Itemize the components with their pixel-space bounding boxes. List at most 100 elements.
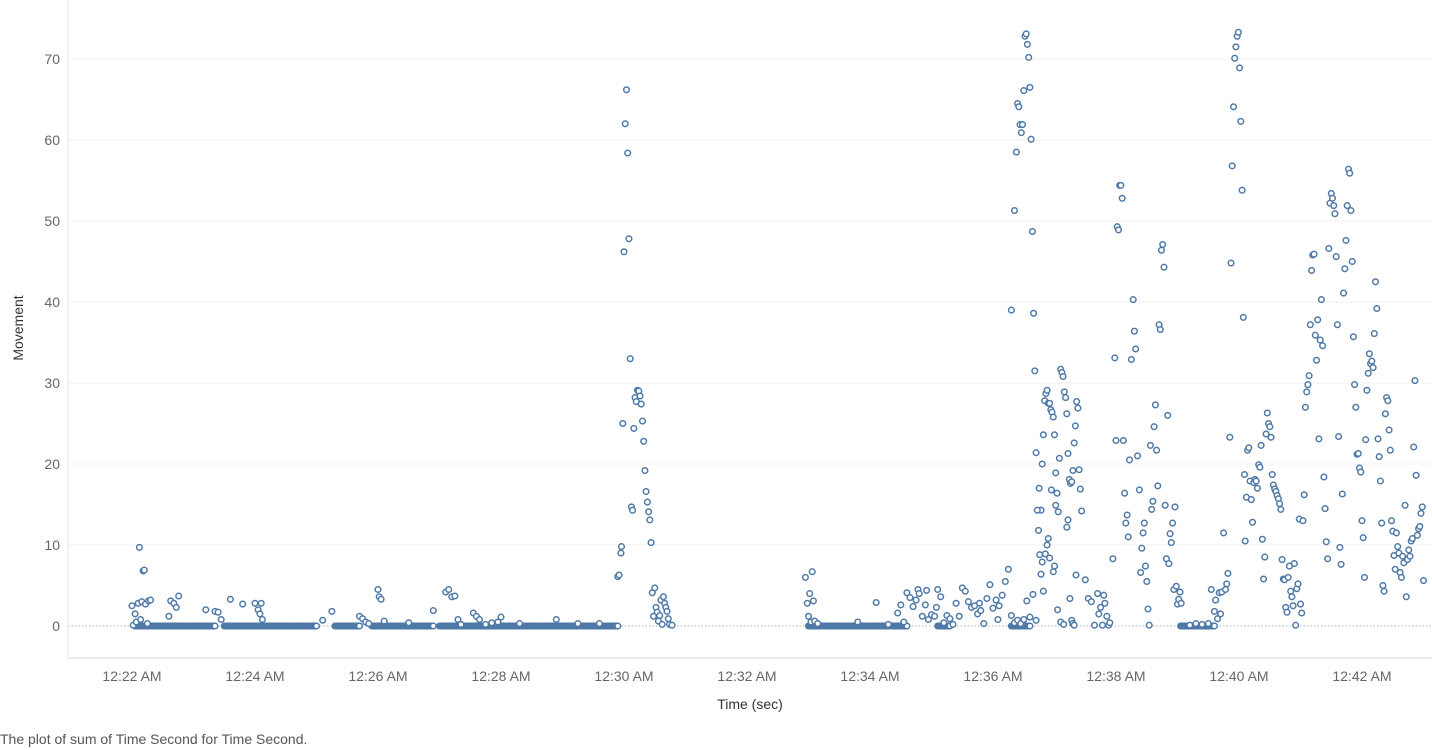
data-point (483, 622, 489, 628)
x-tick-label: 12:22 AM (102, 668, 161, 684)
data-point (913, 597, 919, 603)
data-point (1063, 395, 1069, 401)
data-point (1038, 571, 1044, 577)
data-point (621, 249, 627, 255)
data-point (1047, 401, 1053, 407)
data-point-zero (357, 623, 363, 629)
data-point (886, 622, 892, 628)
data-point (1027, 85, 1033, 91)
data-point (1178, 601, 1184, 607)
data-point (895, 610, 901, 616)
data-point (1284, 609, 1290, 615)
data-point (1149, 507, 1155, 513)
data-point (1262, 554, 1268, 560)
data-point (995, 617, 1001, 623)
data-point (1356, 451, 1362, 457)
data-point (1326, 246, 1332, 252)
x-tick-label: 12:32 AM (717, 668, 776, 684)
data-point (1055, 509, 1061, 515)
data-point (1031, 311, 1037, 317)
data-point (1100, 622, 1106, 628)
data-point (575, 621, 581, 627)
x-axis-title: Time (sec) (717, 696, 783, 712)
data-point (1112, 355, 1118, 361)
data-point (1121, 438, 1127, 444)
y-tick-label: 60 (44, 132, 60, 148)
data-point (1364, 388, 1370, 394)
data-point (1113, 438, 1119, 444)
y-axis-title: Movement (10, 295, 26, 360)
data-point (616, 572, 622, 578)
data-point (1372, 331, 1378, 337)
data-point (1047, 555, 1053, 561)
data-point (624, 87, 630, 93)
data-point (1347, 170, 1353, 176)
data-point (1277, 501, 1283, 507)
data-point (645, 499, 651, 505)
data-point (1140, 530, 1146, 536)
data-point (1238, 119, 1244, 125)
data-point (1074, 399, 1080, 405)
y-tick-label: 20 (44, 456, 60, 472)
data-point (1224, 581, 1230, 587)
data-point (1295, 581, 1301, 587)
data-point (176, 593, 182, 599)
data-point (1027, 614, 1033, 620)
data-point (1078, 486, 1084, 492)
data-point (329, 609, 335, 615)
data-point (1070, 468, 1076, 474)
data-point (1304, 389, 1310, 395)
data-point (1255, 486, 1261, 492)
data-point (1331, 203, 1337, 209)
data-point (1363, 437, 1369, 443)
data-point (1218, 611, 1224, 617)
data-point (215, 609, 221, 615)
data-point (1380, 583, 1386, 589)
data-point (1083, 577, 1089, 583)
data-point (1060, 374, 1066, 380)
data-point (1239, 187, 1245, 193)
data-point (1052, 432, 1058, 438)
data-point (1127, 457, 1133, 463)
data-point (1144, 579, 1150, 585)
data-point (1362, 575, 1368, 581)
data-point (129, 603, 135, 609)
data-point (1148, 443, 1154, 449)
data-point (1335, 322, 1341, 328)
data-point (252, 601, 258, 607)
data-point (627, 356, 633, 362)
data-point (258, 601, 264, 607)
data-point (1394, 530, 1400, 536)
data-point (446, 587, 452, 593)
data-point (626, 236, 632, 242)
data-point (666, 616, 672, 622)
x-tick-label: 12:38 AM (1086, 668, 1145, 684)
data-point (1249, 497, 1255, 503)
data-point (1352, 382, 1358, 388)
data-point (1289, 594, 1295, 600)
data-point (1213, 597, 1219, 603)
data-point (1051, 414, 1057, 420)
x-tick-label: 12:40 AM (1209, 668, 1268, 684)
data-point (1041, 432, 1047, 438)
data-point (1250, 520, 1256, 526)
data-point (1035, 507, 1041, 513)
data-point (1021, 88, 1027, 94)
data-point (1064, 411, 1070, 417)
x-tick-label: 12:36 AM (963, 668, 1022, 684)
data-point (1130, 297, 1136, 303)
data-point (1036, 486, 1042, 492)
data-point (1073, 572, 1079, 578)
data-point (641, 439, 647, 445)
data-point (203, 607, 209, 613)
data-point (1337, 545, 1343, 551)
data-point (1119, 196, 1125, 202)
data-point (924, 588, 930, 594)
data-point (1118, 183, 1124, 189)
y-tick-label: 0 (52, 618, 60, 634)
y-tick-label: 70 (44, 51, 60, 67)
data-point (1057, 456, 1063, 462)
data-point (910, 604, 916, 610)
data-point (1288, 588, 1294, 594)
data-point (1053, 470, 1059, 476)
